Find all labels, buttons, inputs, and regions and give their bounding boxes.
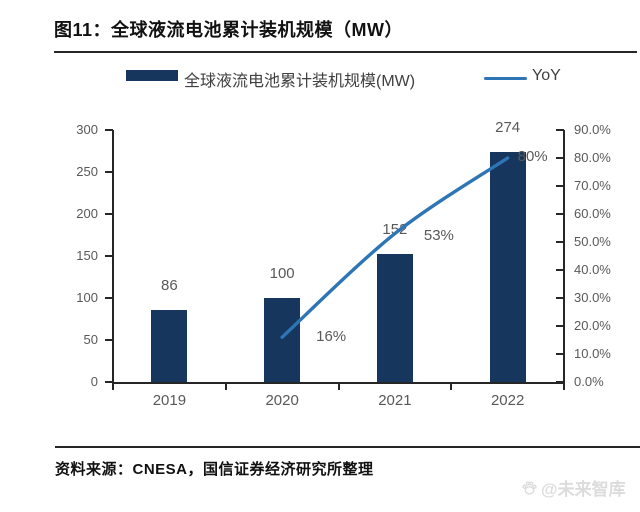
x-axis-tick: [112, 384, 114, 390]
y-axis-left-tick-label: 50: [83, 332, 98, 347]
legend-bar-label: 全球液流电池累计装机规模(MW): [184, 73, 416, 90]
watermark: @未来智库: [521, 475, 626, 500]
x-axis-tick: [224, 384, 227, 390]
y-axis-right-tick-label: 30.0%: [574, 290, 611, 305]
y-axis-right-tick-label: 20.0%: [574, 318, 611, 333]
y-axis-right-tick-label: 0.0%: [574, 374, 604, 389]
y-axis-right-tick: [556, 213, 564, 215]
x-axis-tick: [450, 384, 453, 390]
y-axis-left-tick: [105, 255, 113, 257]
x-axis-line: [112, 382, 565, 384]
bar-value-label: 100: [269, 265, 295, 282]
x-axis-label: 2021: [378, 392, 412, 409]
y-axis-left-tick: [105, 297, 113, 299]
bar: [264, 298, 301, 382]
bar: [376, 254, 413, 382]
x-axis-label: 2019: [152, 392, 187, 409]
y-axis-right-tick-label: 40.0%: [574, 262, 611, 277]
y-axis-right-tick-label: 60.0%: [574, 206, 611, 221]
watermark-text: @未来智库: [541, 480, 626, 499]
x-axis-tick: [337, 384, 340, 390]
legend-line-swatch-icon: [484, 77, 527, 80]
y-axis-left-tick-label: 200: [76, 206, 98, 221]
title-divider: [54, 51, 637, 53]
y-axis-left-tick-label: 150: [76, 248, 98, 263]
source-note: 资料来源：CNESA，国信证券经济研究所整理: [55, 461, 374, 478]
y-axis-left-tick: [105, 129, 113, 131]
y-axis-left-tick: [105, 339, 113, 341]
y-axis-right-tick: [556, 325, 564, 327]
y-axis-left-tick-label: 300: [76, 122, 98, 137]
y-axis-right-tick: [556, 185, 564, 187]
y-axis-right-tick-label: 80.0%: [574, 150, 611, 165]
y-axis-left-tick: [105, 381, 113, 383]
y-axis-right-tick-label: 90.0%: [574, 122, 611, 137]
y-axis-right-tick-label: 70.0%: [574, 178, 611, 193]
y-axis-right-tick-label: 50.0%: [574, 234, 611, 249]
y-axis-right-tick: [556, 297, 564, 299]
legend-line-label: YoY: [532, 67, 561, 84]
y-axis-left-tick: [105, 213, 113, 215]
bar-value-label: 274: [495, 118, 521, 136]
combo-chart: 0 50 100 150 200 250 300 0.0% 10.0% 20.0% 30.0% 40.…: [76, 118, 611, 409]
figure-title: 图11：全球液流电池累计装机规模（MW）: [54, 20, 404, 40]
y-axis-right-tick: [556, 353, 564, 355]
x-axis-label: 2020: [265, 392, 299, 409]
y-axis-left-tick: [105, 171, 113, 173]
paw-icon: [522, 481, 537, 495]
y-axis-right-tick: [556, 381, 564, 383]
y-axis-right-tick: [556, 269, 564, 271]
footer-divider: [55, 446, 640, 448]
x-axis-label: 2022: [490, 392, 525, 409]
bar-value-label: 86: [161, 276, 178, 294]
y-axis-right-tick: [556, 157, 564, 159]
y-axis-right-tick-label: 10.0%: [574, 346, 611, 361]
y-axis-right-tick: [556, 241, 564, 243]
yoy-point-label: 53%: [423, 226, 454, 244]
x-axis-tick: [563, 384, 565, 390]
y-axis-right-line: [563, 130, 565, 384]
y-axis-left-line: [112, 130, 114, 384]
bar: [489, 151, 526, 382]
y-axis-right-tick: [556, 129, 564, 131]
y-axis-left-tick-label: 250: [76, 164, 98, 179]
yoy-point-label: 16%: [316, 328, 347, 346]
y-axis-left-tick-label: 0: [90, 374, 98, 389]
legend-bar-swatch-icon: [126, 70, 178, 81]
y-axis-left-tick-label: 100: [76, 290, 98, 305]
bar: [151, 309, 188, 382]
yoy-point-label: 80%: [517, 148, 548, 165]
